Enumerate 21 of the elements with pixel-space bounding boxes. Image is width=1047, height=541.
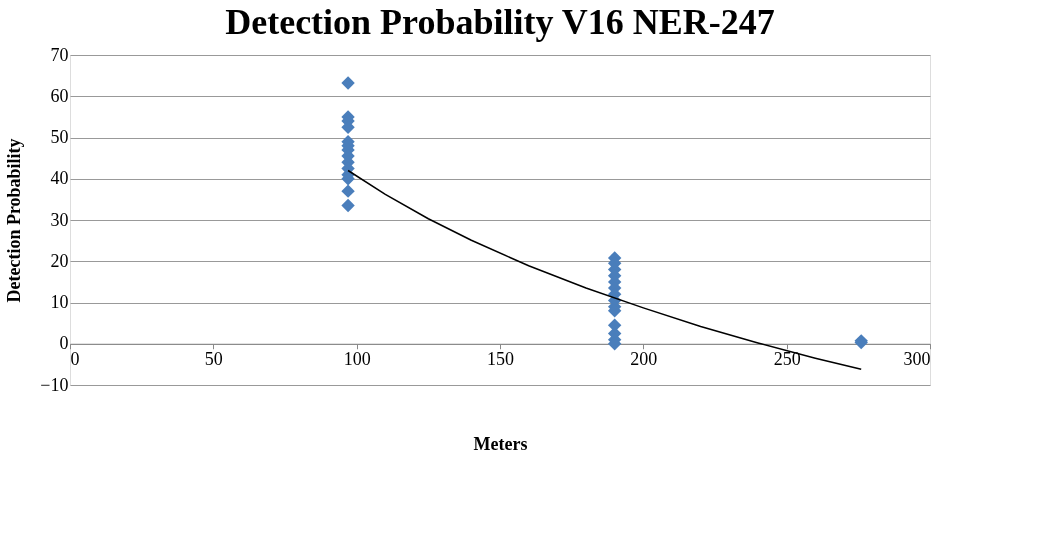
x-tick-label: 250: [773, 349, 801, 370]
y-tick-label: 60: [50, 85, 69, 106]
y-tick-label: 70: [50, 44, 69, 65]
y-tick-label: 40: [50, 168, 69, 189]
x-tick-label: 150: [487, 349, 514, 370]
chart-title: Detection Probability V16 NER-247: [225, 2, 775, 42]
point: [341, 184, 355, 198]
point: [341, 198, 355, 213]
y-axis-title: Detection Probability: [4, 138, 25, 303]
y-tick-label: 10: [50, 292, 69, 312]
y-tick-label: 20: [50, 250, 69, 271]
x-axis-title: Meters: [473, 433, 528, 454]
y-tick-label: 50: [50, 127, 69, 147]
x-tick-label: 100: [343, 349, 371, 370]
y-tick-label: −10: [40, 374, 69, 395]
y-tick-label: 0: [59, 333, 69, 354]
y-tick-label: 30: [50, 209, 69, 230]
point: [341, 76, 355, 90]
x-tick-label: 300: [903, 349, 931, 370]
x-tick-label: 200: [630, 349, 658, 370]
x-tick-label: 50: [204, 349, 223, 370]
